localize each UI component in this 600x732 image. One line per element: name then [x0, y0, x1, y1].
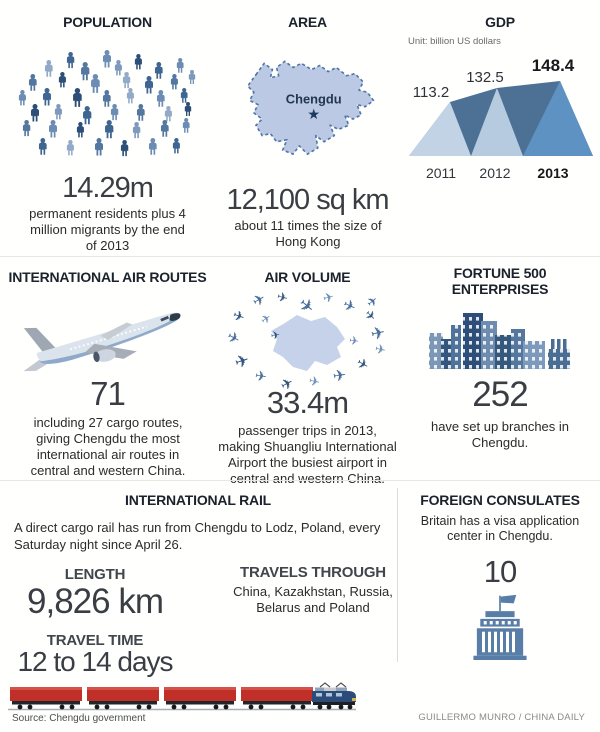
gdp-unit-label: Unit: billion US dollars	[408, 36, 501, 47]
gdp-value-2011: 113.2	[413, 84, 449, 101]
section-air-routes: INTERNATIONAL AIR ROUTES 71 including 27…	[0, 257, 215, 479]
rail-intro: A direct cargo rail has run from Chengdu…	[14, 520, 381, 552]
plane-icon: ✈	[249, 289, 269, 312]
area-value: 12,100 sq km	[226, 184, 389, 216]
plane-icon: ✈	[321, 288, 336, 307]
map-city-label: Chengdu	[286, 92, 342, 107]
rail-travels-label: TRAVELS THROUGH	[240, 564, 386, 581]
plane-icon: ✈	[373, 341, 388, 358]
fortune500-value: 252	[472, 375, 528, 414]
airplane-icon	[23, 312, 181, 372]
fortune500-title: FORTUNE 500 ENTERPRISES	[451, 265, 549, 297]
population-crowd-icon	[18, 50, 196, 157]
freight-wagon	[87, 687, 159, 710]
section-consulates: FOREIGN CONSULATES Britain has a visa ap…	[400, 480, 600, 732]
section-population: POPULATION 14.29m permanent residents pl…	[0, 0, 215, 256]
consulates-title: FOREIGN CONSULATES	[420, 492, 580, 508]
air-routes-value: 71	[90, 375, 126, 412]
freight-wagon	[164, 687, 236, 710]
population-title: POPULATION	[63, 14, 152, 30]
area-title: AREA	[288, 14, 327, 30]
plane-icon: ✈	[230, 306, 248, 326]
plane-icon: ✈	[269, 329, 282, 343]
freight-wagon	[241, 687, 313, 710]
air-routes-title: INTERNATIONAL AIR ROUTES	[8, 269, 207, 285]
gdp-title: GDP	[485, 14, 515, 30]
area-caption: about 11 times the size of Hong Kong	[234, 218, 382, 249]
consulate-building-icon	[473, 594, 527, 660]
gdp-year-2013: 2013	[537, 165, 568, 181]
gdp-triangle-2013	[523, 81, 593, 156]
rail-travels-value: China, Kazakhstan, Russia, Belarus and P…	[233, 584, 393, 615]
locomotive	[312, 682, 356, 710]
column-divider	[397, 488, 398, 662]
gdp-triangle-2011	[409, 102, 471, 156]
sichuan-map-icon: Chengdu ★	[246, 60, 375, 155]
rail-length-label: LENGTH	[64, 566, 126, 583]
section-fortune500: FORTUNE 500 ENTERPRISES 252 have se	[400, 257, 600, 479]
air-volume-title: AIR VOLUME	[264, 269, 351, 285]
province-blob-icon	[271, 315, 345, 371]
star-icon: ★	[307, 107, 320, 123]
rail-time-label: TRAVEL TIME	[46, 632, 144, 649]
freight-wagon	[10, 687, 82, 710]
rail-time-value: 12 to 14 days	[17, 646, 173, 677]
row-divider-1	[0, 256, 600, 257]
plane-icon: ✈	[361, 306, 380, 325]
population-value: 14.29m	[62, 172, 154, 204]
gdp-value-2012: 132.5	[466, 69, 504, 86]
population-caption: permanent residents plus 4 million migra…	[29, 206, 186, 253]
air-volume-cluster: ✈ ✈ ✈ ✈ ✈ ✈ ✈ ✈ ✈ ✈ ✈ ✈ ✈ ✈ ✈ ✈ ✈ ✈ ✈ ✈	[223, 288, 390, 395]
source-line: Source: Chengdu government	[12, 713, 146, 724]
gdp-year-2011: 2011	[426, 165, 456, 181]
plane-icon: ✈	[253, 367, 268, 385]
gdp-triangle-chart: 113.2 132.5 148.4 2011 2012 2013	[409, 56, 593, 181]
section-rail: INTERNATIONAL RAIL A direct cargo rail h…	[0, 480, 396, 732]
row-divider-2	[0, 480, 600, 481]
air-routes-caption: including 27 cargo routes, giving Chengd…	[30, 415, 186, 478]
plane-icon: ✈	[275, 288, 290, 307]
gdp-value-2013: 148.4	[532, 56, 575, 75]
cargo-train-icon	[8, 682, 356, 711]
plane-icon: ✈	[331, 367, 348, 386]
plane-icon: ✈	[232, 350, 252, 373]
gdp-triangle-2012	[471, 88, 523, 156]
plane-icon: ✈	[348, 333, 360, 349]
air-volume-caption: passenger trips in 2013, making Shuangli…	[218, 423, 397, 486]
consulates-caption: Britain has a visa application center in…	[420, 514, 580, 544]
plane-icon: ✈	[353, 354, 372, 374]
plane-icon: ✈	[363, 292, 382, 311]
credit-line: GUILLERMO MUNRO / CHINA DAILY	[418, 712, 585, 723]
plane-icon: ✈	[339, 296, 359, 317]
plane-icon: ✈	[223, 328, 243, 349]
section-air-volume: AIR VOLUME ✈ ✈ ✈ ✈ ✈ ✈ ✈ ✈ ✈ ✈ ✈ ✈ ✈ ✈ ✈…	[215, 257, 400, 486]
air-volume-value: 33.4m	[266, 385, 349, 420]
rail-title: INTERNATIONAL RAIL	[125, 492, 271, 508]
consulates-value: 10	[483, 554, 517, 589]
section-gdp: GDP Unit: billion US dollars 113.2 132.5…	[400, 0, 600, 256]
gdp-year-2012: 2012	[479, 165, 510, 181]
section-area: AREA Chengdu ★ 12,100 sq km about 11 tim…	[215, 0, 400, 256]
rail-length-value: 9,826 km	[27, 582, 164, 621]
city-skyline-icon	[429, 313, 570, 369]
fortune500-caption: have set up branches in Chengdu.	[430, 419, 570, 450]
